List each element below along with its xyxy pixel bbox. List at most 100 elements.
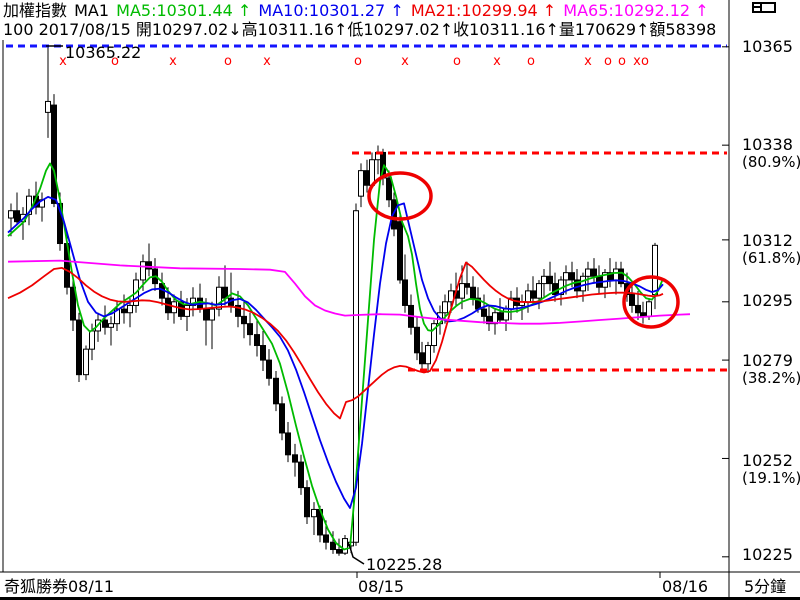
y-axis-fib-label: (61.8%) <box>742 249 800 267</box>
signal-marker-x: x <box>493 54 501 69</box>
candle-bullish <box>127 304 133 314</box>
candle-bearish <box>254 334 260 347</box>
candle-bearish <box>419 352 425 365</box>
candle-bearish <box>569 272 575 281</box>
candle-bullish <box>353 210 359 543</box>
candle-bearish <box>486 315 492 325</box>
y-axis-price-label: 10312 <box>742 231 793 250</box>
candle-bearish <box>618 268 624 285</box>
ma1-label: MA1 <box>74 1 110 20</box>
candle-bearish <box>146 261 152 270</box>
restore-window-icon-bar <box>754 6 760 8</box>
candle-bullish <box>442 301 448 314</box>
candle-bearish <box>304 487 310 518</box>
candle-bullish <box>114 308 120 325</box>
y-axis-fib-label: (19.1%) <box>742 469 800 487</box>
ma5-line <box>7 162 664 551</box>
candle-bearish <box>530 290 536 299</box>
ma21-line <box>7 261 664 420</box>
signal-marker-x: x <box>633 54 641 69</box>
candle-bullish <box>140 261 146 281</box>
restore-window-icon[interactable] <box>752 2 776 13</box>
y-axis-fib-label: (80.9%) <box>742 153 800 171</box>
signal-marker-x: x <box>401 54 409 69</box>
candle-bullish <box>342 538 348 554</box>
signal-marker-o: o <box>641 54 649 69</box>
candle-bullish <box>108 323 114 328</box>
candle-bullish <box>8 210 14 219</box>
signal-marker-o: o <box>453 54 461 69</box>
y-axis-price-label: 10365 <box>742 37 793 56</box>
candle-bullish <box>541 275 547 285</box>
candle-bullish <box>652 244 658 296</box>
candle-bearish <box>470 286 476 299</box>
y-axis-price-label: 10252 <box>742 451 793 470</box>
candle-bullish <box>536 283 542 299</box>
candle-bearish <box>247 323 253 336</box>
annotation-leader-line <box>348 543 365 565</box>
interval-label: 5分鐘 <box>744 577 786 596</box>
price-annotation: 10225.28 <box>366 555 442 574</box>
y-axis-fib-label: (38.2%) <box>742 369 800 387</box>
candle-bullish <box>83 348 89 376</box>
candle-bullish <box>580 275 586 292</box>
candle-bearish <box>70 286 76 321</box>
candle-bullish <box>184 304 190 317</box>
y-axis-price-label: 10338 <box>742 135 793 154</box>
candle-bullish <box>459 283 465 299</box>
signal-marker-o: o <box>604 54 612 69</box>
chart-header: 加權指數 MA1 MA5:10301.44 ↑ MA10:10301.27 ↑ … <box>3 1 716 39</box>
candle-bearish <box>336 549 342 554</box>
candle-bearish <box>76 319 82 376</box>
price-annotation: 10365.22 <box>65 43 141 62</box>
candle-bearish <box>235 304 241 317</box>
candle-bearish <box>629 294 635 306</box>
candle-bearish <box>260 345 266 361</box>
ohlc-readout-line: 100 2017/08/15 開10297.02↓高10311.16↑低1029… <box>3 20 717 39</box>
candle-bearish <box>14 210 20 223</box>
candle-bullish <box>425 345 431 365</box>
candle-bullish <box>216 286 222 310</box>
signal-marker-o: o <box>618 54 626 69</box>
candle-bearish <box>640 312 646 317</box>
candle-bearish <box>298 461 304 489</box>
candle-bearish <box>292 454 298 463</box>
y-axis-price-label: 10295 <box>742 291 793 310</box>
candle-bearish <box>203 308 209 321</box>
candle-bullish <box>613 268 619 281</box>
ma5-readout: MA5:10301.44 ↑ <box>116 1 252 20</box>
candle-bearish <box>635 304 641 314</box>
ma-readout-line: 加權指數 MA1 MA5:10301.44 ↑ MA10:10301.27 ↑ … <box>3 1 716 20</box>
candle-bearish <box>241 315 247 325</box>
candle-bearish <box>222 286 228 299</box>
signal-marker-o: o <box>354 54 362 69</box>
candle-bearish <box>481 308 487 317</box>
candle-bullish <box>45 100 51 113</box>
candle-bearish <box>121 308 127 314</box>
x-axis-date-label: 08/15 <box>358 577 404 596</box>
candle-bearish <box>102 319 108 328</box>
restore-window-icon-divider <box>760 4 762 11</box>
candle-bullish <box>525 290 531 303</box>
signal-marker-o: o <box>527 54 535 69</box>
candle-bearish <box>402 279 408 306</box>
candle-bearish <box>330 541 336 551</box>
candle-bearish <box>464 283 470 288</box>
candle-bearish <box>273 377 279 405</box>
y-axis-price-label: 10225 <box>742 545 793 564</box>
ma65-readout: MA65:10292.12 ↑ <box>563 1 709 20</box>
candle-bullish <box>89 330 95 350</box>
candle-bearish <box>591 268 597 277</box>
candle-bearish <box>386 177 392 201</box>
signal-marker-o: o <box>224 54 232 69</box>
ma10-readout: MA10:10301.27 ↑ <box>258 1 404 20</box>
candle-bullish <box>431 323 437 347</box>
candle-bearish <box>285 432 291 456</box>
highlight-ellipse <box>622 275 680 329</box>
candle-bearish <box>397 221 403 281</box>
candle-bullish <box>311 508 317 518</box>
signal-marker-o: o <box>111 54 119 69</box>
instrument-name: 加權指數 <box>3 1 68 20</box>
ma65-line <box>7 259 691 325</box>
